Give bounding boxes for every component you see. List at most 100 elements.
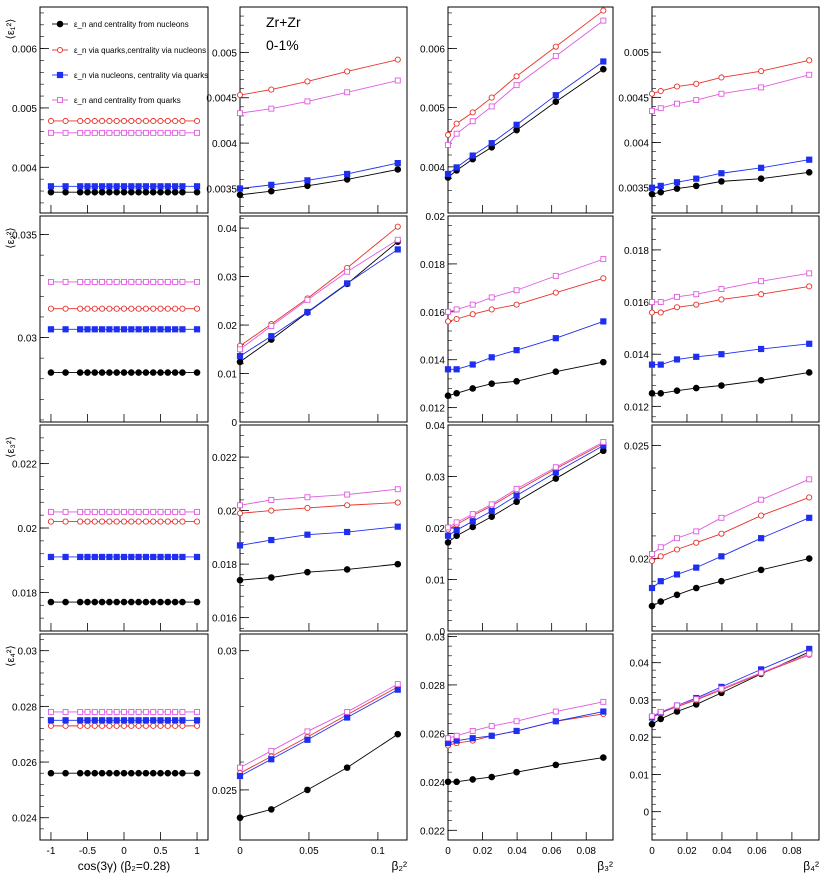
panel-r1-c1: 0.004 0.005 0.006 bbox=[12, 6, 209, 214]
y-tick-label: 0.022 bbox=[420, 826, 445, 837]
data-point-series-1 bbox=[692, 584, 700, 592]
y-tick-label: 0 bbox=[643, 808, 649, 819]
data-point-series-3 bbox=[648, 361, 656, 368]
data-point-series-4 bbox=[304, 728, 311, 735]
data-point-series-1 bbox=[62, 598, 69, 606]
data-point-series-3 bbox=[806, 514, 813, 521]
data-point-series-1 bbox=[805, 369, 813, 376]
data-point-series-3 bbox=[236, 185, 244, 192]
data-point-series-2 bbox=[193, 518, 201, 525]
data-point-series-3 bbox=[128, 553, 135, 561]
data-point-series-4 bbox=[600, 17, 607, 24]
data-point-series-1 bbox=[157, 769, 164, 777]
data-point-series-1 bbox=[552, 761, 560, 769]
data-point-series-1 bbox=[718, 382, 725, 389]
data-point-series-1 bbox=[113, 188, 120, 196]
data-point-series-2 bbox=[106, 305, 113, 312]
data-point-series-2 bbox=[135, 722, 142, 729]
data-point-series-3 bbox=[179, 717, 186, 724]
data-point-series-1 bbox=[171, 188, 179, 196]
data-point-series-2 bbox=[164, 117, 171, 125]
data-point-series-3 bbox=[164, 183, 171, 190]
panel-frame bbox=[447, 6, 614, 214]
data-point-series-2 bbox=[179, 722, 186, 729]
data-point-series-1 bbox=[142, 598, 150, 606]
data-point-series-2 bbox=[344, 68, 351, 75]
panel-r4-c2: 0.025 0.03 bbox=[212, 633, 408, 841]
data-point-series-1 bbox=[106, 769, 113, 777]
data-point-series-4 bbox=[806, 476, 813, 483]
data-point-series-1 bbox=[673, 387, 681, 395]
data-point-series-1 bbox=[113, 369, 120, 376]
data-point-series-4 bbox=[445, 735, 451, 742]
data-point-series-1 bbox=[394, 166, 402, 173]
data-point-series-3 bbox=[142, 717, 150, 724]
data-point-series-3 bbox=[344, 280, 351, 287]
x-tick-label: 0 bbox=[649, 846, 655, 857]
data-point-series-2 bbox=[120, 722, 128, 729]
data-point-series-4 bbox=[693, 291, 700, 298]
data-point-series-1 bbox=[149, 598, 157, 606]
data-point-series-4 bbox=[394, 486, 401, 493]
data-point-series-2 bbox=[91, 305, 98, 312]
data-point-series-3 bbox=[488, 354, 495, 361]
x-tick-label: 0.08 bbox=[782, 846, 802, 857]
data-point-series-4 bbox=[121, 129, 127, 136]
y-tick-label: 0.03 bbox=[218, 273, 238, 284]
data-point-series-3 bbox=[552, 335, 559, 342]
panel-frame bbox=[239, 633, 408, 841]
data-point-series-4 bbox=[106, 129, 113, 136]
y-tick-label: 0.01 bbox=[630, 770, 650, 781]
data-point-series-1 bbox=[62, 369, 69, 376]
data-point-series-3 bbox=[469, 735, 476, 742]
data-point-series-1 bbox=[84, 188, 91, 196]
data-point-series-4 bbox=[268, 323, 275, 329]
data-point-series-2 bbox=[394, 223, 401, 230]
data-point-series-2 bbox=[150, 518, 157, 525]
y-tick-label: 0.0035 bbox=[206, 184, 237, 195]
data-point-series-2 bbox=[552, 289, 559, 296]
panel-frame bbox=[39, 6, 209, 214]
data-point-series-2 bbox=[164, 305, 171, 312]
y-tick-label: 0.02 bbox=[630, 555, 650, 566]
data-point-series-1 bbox=[106, 598, 113, 606]
data-point-series-4 bbox=[48, 129, 54, 136]
data-point-series-4 bbox=[99, 129, 106, 136]
data-point-series-1 bbox=[76, 769, 84, 777]
data-point-series-3 bbox=[488, 140, 495, 147]
y-tick-label: 0.016 bbox=[420, 308, 445, 319]
data-point-series-4 bbox=[445, 524, 451, 531]
data-point-series-4 bbox=[179, 129, 186, 136]
data-point-series-4 bbox=[674, 293, 680, 300]
data-point-series-3 bbox=[453, 526, 460, 534]
data-point-series-2 bbox=[120, 305, 128, 312]
data-point-series-4 bbox=[91, 508, 98, 515]
data-point-series-4 bbox=[128, 278, 135, 285]
data-point-series-2 bbox=[268, 86, 275, 93]
y-tick-label: 0.028 bbox=[420, 681, 445, 692]
data-point-series-3 bbox=[120, 717, 128, 724]
data-point-series-3 bbox=[113, 553, 120, 561]
data-point-series-4 bbox=[237, 346, 243, 353]
data-point-series-2 bbox=[99, 722, 106, 729]
data-point-series-1 bbox=[84, 369, 91, 376]
data-point-series-4 bbox=[552, 272, 559, 279]
data-point-series-2 bbox=[488, 306, 495, 313]
data-point-series-2 bbox=[394, 56, 401, 63]
panel-frame bbox=[651, 424, 820, 632]
centrality-label: 0-1% bbox=[266, 37, 299, 53]
data-point-series-4 bbox=[344, 491, 351, 498]
y-tick-label: 0.005 bbox=[624, 48, 649, 59]
data-point-series-1 bbox=[91, 769, 99, 777]
data-point-series-3 bbox=[172, 183, 179, 190]
data-point-series-4 bbox=[113, 278, 120, 285]
data-point-series-1 bbox=[657, 188, 665, 196]
data-point-series-2 bbox=[120, 117, 128, 125]
panel-frame bbox=[239, 215, 408, 423]
series-line-1 bbox=[239, 168, 398, 196]
data-point-series-3 bbox=[150, 717, 157, 724]
series-line-3 bbox=[239, 162, 398, 189]
data-point-series-1 bbox=[157, 598, 164, 606]
data-point-series-4 bbox=[758, 496, 765, 503]
data-point-series-3 bbox=[91, 717, 98, 724]
